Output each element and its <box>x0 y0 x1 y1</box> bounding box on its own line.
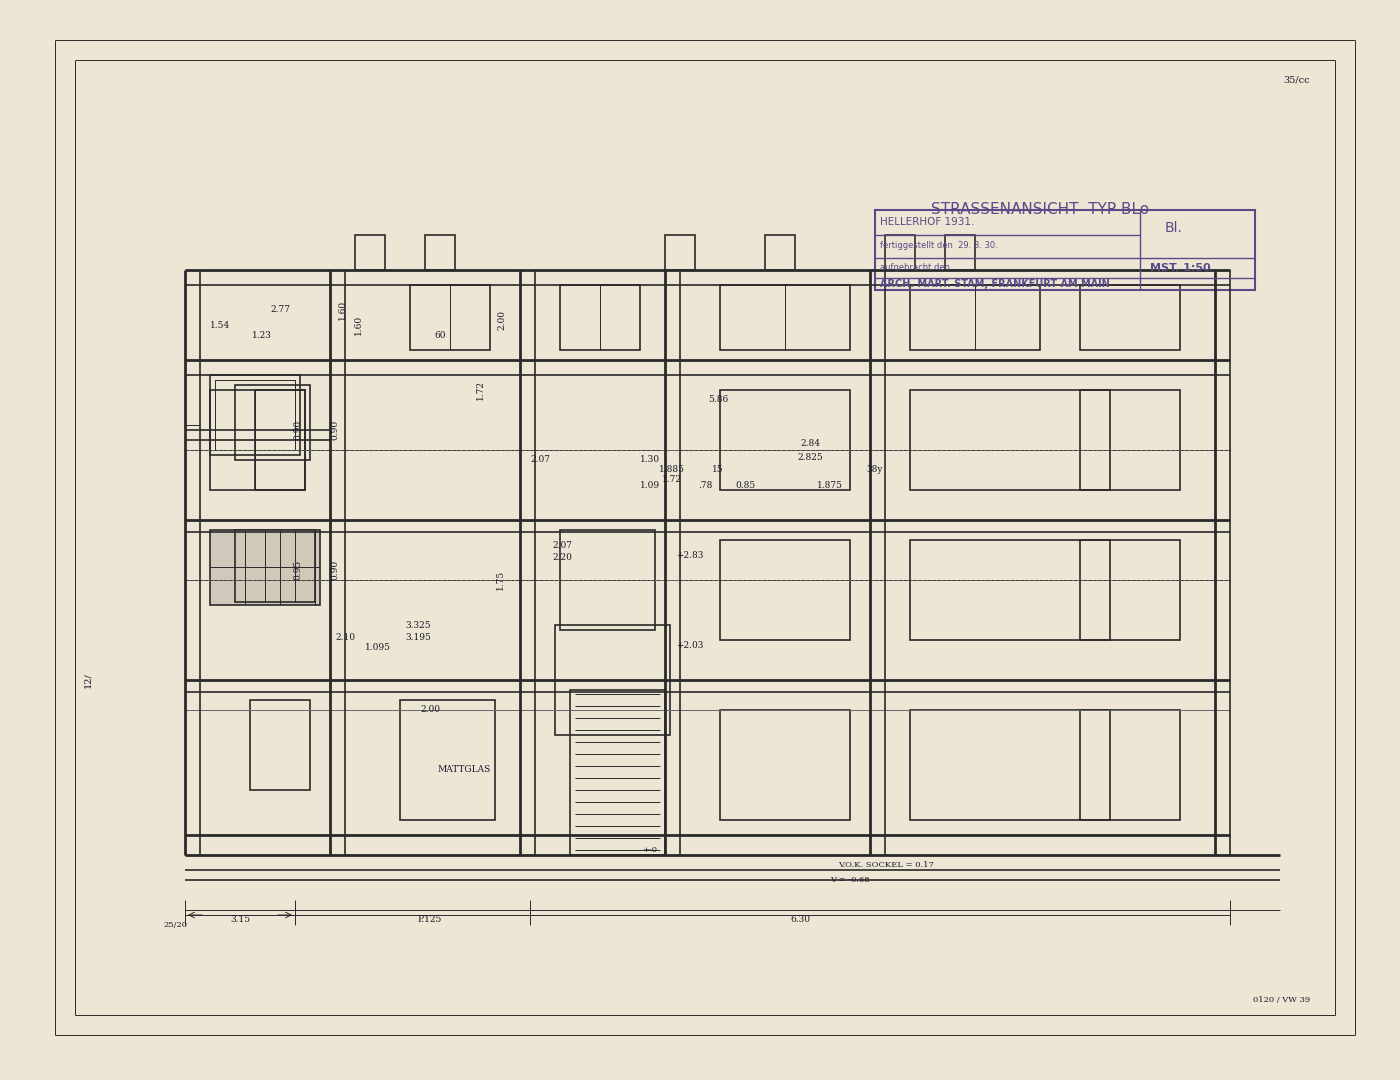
Text: 2.84: 2.84 <box>799 438 820 447</box>
Text: 0.95: 0.95 <box>294 559 302 580</box>
Text: 0.90: 0.90 <box>330 559 339 580</box>
Text: 1.75: 1.75 <box>496 570 504 590</box>
Text: STRASSENANSICHT  TYP BLo: STRASSENANSICHT TYP BLo <box>931 203 1149 217</box>
Bar <box>426 235 455 270</box>
Text: 2.10: 2.10 <box>335 634 356 643</box>
Bar <box>251 700 309 789</box>
Text: 12/: 12/ <box>84 672 92 688</box>
Bar <box>885 235 916 270</box>
Text: V = -0.68: V = -0.68 <box>830 876 869 885</box>
Text: ARCH. MART. STAM, FRANKFURT AM MAIN: ARCH. MART. STAM, FRANKFURT AM MAIN <box>881 279 1110 289</box>
Text: +2.83: +2.83 <box>676 551 704 559</box>
Bar <box>356 235 385 270</box>
Text: +2.03: +2.03 <box>676 640 704 649</box>
Text: 6.30: 6.30 <box>790 916 811 924</box>
Bar <box>1079 390 1180 490</box>
Bar <box>210 530 321 605</box>
Text: aufgebracht den: aufgebracht den <box>881 264 951 272</box>
Bar <box>945 235 974 270</box>
Text: 3.15: 3.15 <box>230 916 251 924</box>
Bar <box>216 380 295 450</box>
Text: P.125: P.125 <box>417 916 442 924</box>
Text: 60: 60 <box>434 330 445 339</box>
Text: 1.885: 1.885 <box>659 465 685 474</box>
Text: Bl.: Bl. <box>1165 221 1183 235</box>
Bar <box>764 235 795 270</box>
Bar <box>875 210 1254 291</box>
Bar <box>235 530 315 602</box>
Text: 38y: 38y <box>867 465 883 474</box>
Text: HELLERHOF 1931.: HELLERHOF 1931. <box>881 217 974 227</box>
Bar <box>410 285 490 350</box>
Text: 2.00: 2.00 <box>497 310 507 330</box>
Text: 3.195: 3.195 <box>405 634 431 643</box>
Text: MATTGLAS: MATTGLAS <box>437 766 490 774</box>
Bar <box>910 390 1110 490</box>
Text: 1.30: 1.30 <box>640 456 659 464</box>
Text: 1.60: 1.60 <box>353 315 363 335</box>
Text: 2.825: 2.825 <box>797 454 823 462</box>
Text: 2.07: 2.07 <box>552 540 573 550</box>
Text: 2.20: 2.20 <box>552 553 573 563</box>
Bar <box>560 530 655 630</box>
Bar <box>235 530 315 602</box>
Text: .78: .78 <box>697 481 713 489</box>
Bar <box>1079 540 1180 640</box>
Text: 2.07: 2.07 <box>531 456 550 464</box>
Text: V.O.K. SOCKEL = 0.17: V.O.K. SOCKEL = 0.17 <box>839 861 934 869</box>
Text: 1.60: 1.60 <box>337 300 347 320</box>
Bar <box>720 540 850 640</box>
Text: 35/cc: 35/cc <box>1284 76 1310 84</box>
Text: 0.85: 0.85 <box>735 481 755 489</box>
Bar <box>210 375 300 455</box>
Text: 0.90: 0.90 <box>294 420 302 440</box>
Bar <box>910 710 1110 820</box>
Text: 1.72: 1.72 <box>476 380 484 400</box>
Text: 3.325: 3.325 <box>405 621 431 630</box>
Text: 2.00: 2.00 <box>420 705 440 715</box>
Bar <box>910 540 1110 640</box>
Text: 5.86: 5.86 <box>708 395 728 405</box>
Bar <box>255 390 305 490</box>
Text: 1.23: 1.23 <box>252 330 272 339</box>
Text: 1.54: 1.54 <box>210 321 230 329</box>
Bar <box>910 285 1040 350</box>
Text: 25/20: 25/20 <box>162 921 188 929</box>
Bar <box>720 710 850 820</box>
Bar <box>400 700 496 820</box>
Bar <box>665 235 694 270</box>
Text: 2.77: 2.77 <box>270 306 290 314</box>
Text: 1.875: 1.875 <box>818 481 843 489</box>
Text: 1.09: 1.09 <box>640 481 659 489</box>
Bar <box>720 390 850 490</box>
Bar <box>720 285 850 350</box>
Text: 1.72: 1.72 <box>662 475 682 485</box>
Bar <box>210 390 305 490</box>
Bar <box>1079 285 1180 350</box>
Bar <box>1079 710 1180 820</box>
Text: fertiggestellt den  29. 8. 30.: fertiggestellt den 29. 8. 30. <box>881 242 998 251</box>
Bar <box>235 384 309 460</box>
Text: 0.90: 0.90 <box>330 420 339 440</box>
Text: 0120 / VW 39: 0120 / VW 39 <box>1253 996 1310 1004</box>
Bar <box>560 285 640 350</box>
Bar <box>210 530 321 605</box>
Text: +-0: +-0 <box>643 846 658 854</box>
Text: 15: 15 <box>713 465 724 474</box>
Text: MST. 1:50: MST. 1:50 <box>1149 264 1211 273</box>
Text: 1.095: 1.095 <box>365 644 391 652</box>
Bar <box>570 690 665 855</box>
Bar <box>554 625 671 735</box>
